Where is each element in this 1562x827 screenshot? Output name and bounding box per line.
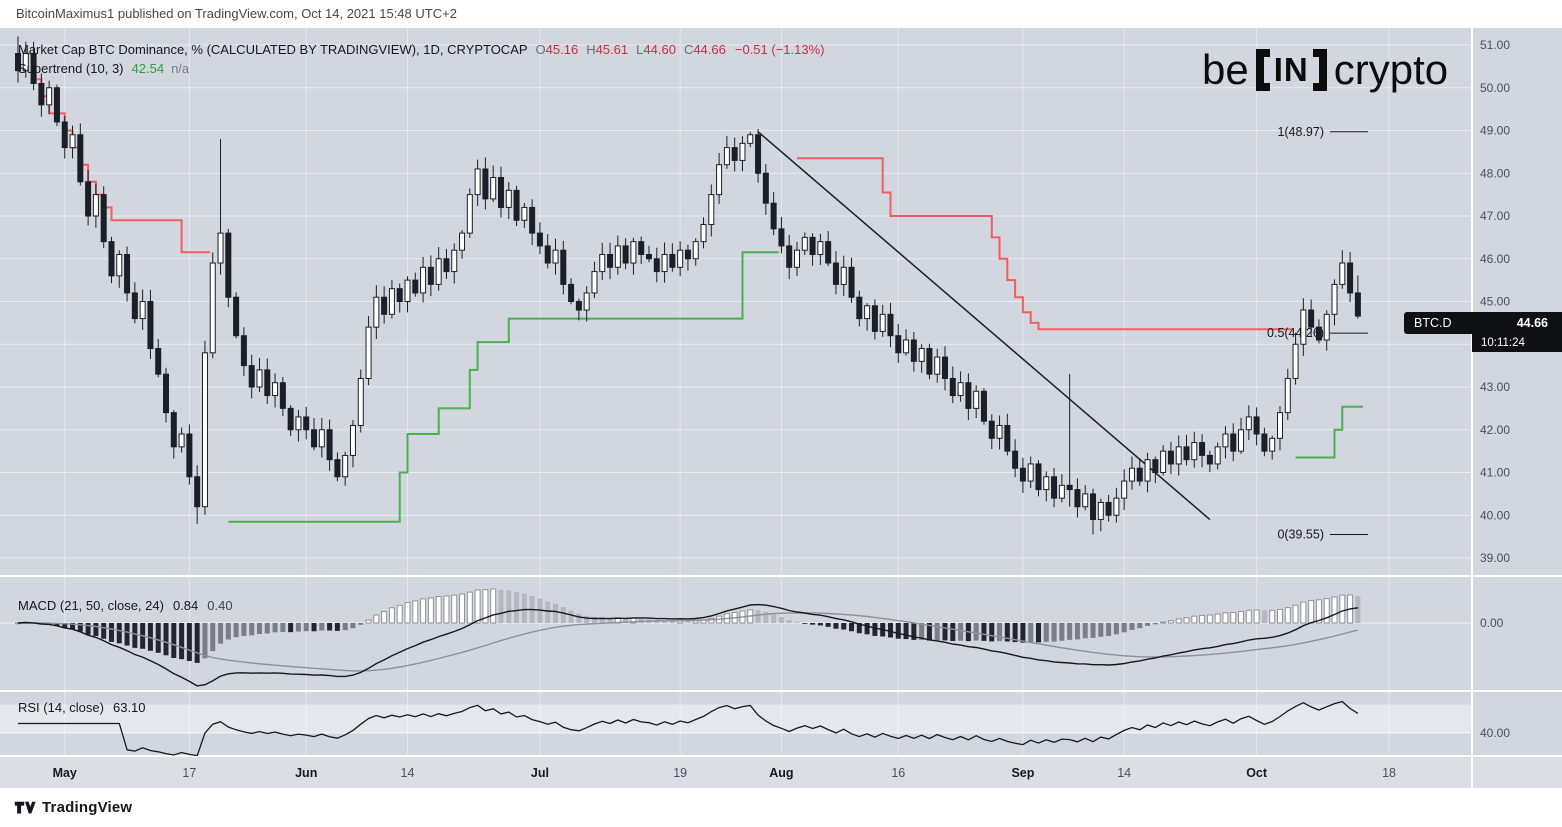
- time-tick: 16: [891, 766, 905, 780]
- footer-bar: TradingView: [0, 788, 1562, 827]
- price-tick: 49.00: [1480, 124, 1510, 138]
- price-tick: 46.00: [1480, 252, 1510, 266]
- price-tick: 40.00: [1480, 508, 1510, 522]
- time-tick: 14: [401, 766, 415, 780]
- trendline: [757, 131, 1211, 521]
- tradingview-wordmark[interactable]: TradingView: [42, 799, 133, 816]
- supertrend-line: [228, 251, 779, 523]
- macd-line: [17, 603, 1358, 687]
- high-label: H: [586, 42, 596, 57]
- open-value: 45.16: [545, 42, 579, 57]
- supertrend-line: [1295, 405, 1363, 459]
- price-tick: 45.00: [1480, 295, 1510, 309]
- last-price-value: 44.66: [1516, 316, 1548, 330]
- price-tick: 41.00: [1480, 466, 1510, 480]
- tradingview-logo-icon[interactable]: [14, 798, 36, 818]
- watermark-in: IN: [1273, 51, 1309, 88]
- macd-signal-line: [18, 612, 1359, 672]
- high-value: 45.61: [595, 42, 629, 57]
- close-value: 44.66: [693, 42, 726, 57]
- rsi-value: 63.10: [112, 700, 146, 715]
- last-price-badge[interactable]: BTC.D 44.66: [1404, 312, 1562, 334]
- bar-countdown: 10:11:24: [1472, 334, 1562, 352]
- macd-value: 0.84: [172, 598, 199, 613]
- gridlines: [0, 28, 1472, 756]
- close-label: C: [683, 42, 694, 57]
- macd-pane: [15, 588, 1361, 687]
- watermark-crypto: crypto: [1333, 46, 1449, 93]
- bracket-left-icon: [1255, 49, 1270, 91]
- price-tick: 47.00: [1480, 209, 1510, 223]
- chart-legend: Market Cap BTC Dominance, % (CALCULATED …: [18, 42, 825, 76]
- low-label: L: [636, 42, 644, 57]
- rsi-pane: [18, 700, 1359, 756]
- open-label: O: [535, 42, 546, 57]
- attribution-bar: BitcoinMaximus1 published on TradingView…: [0, 0, 1562, 28]
- macd-legend: MACD (21, 50, close, 24) 0.84 0.40: [18, 598, 233, 613]
- time-tick: 18: [1382, 766, 1396, 780]
- time-tick: Jul: [531, 766, 549, 780]
- price-tick: 42.00: [1480, 423, 1510, 437]
- time-tick: 14: [1117, 766, 1131, 780]
- macd-signal-value: 0.40: [207, 598, 233, 613]
- supertrend-line: [797, 157, 1293, 331]
- time-tick: Aug: [769, 766, 793, 780]
- supertrend-extra: n/a: [171, 61, 190, 76]
- time-tick: Jun: [295, 766, 317, 780]
- attribution-text: BitcoinMaximus1 published on TradingView…: [16, 6, 457, 21]
- price-scale[interactable]: [1472, 28, 1562, 756]
- series-title[interactable]: Market Cap BTC Dominance, % (CALCULATED …: [18, 42, 528, 57]
- change-value: −0.51 (−1.13%): [734, 42, 825, 57]
- bracket-right-icon: [1312, 49, 1327, 91]
- time-tick: 19: [673, 766, 687, 780]
- rsi-level-tick: 40.00: [1480, 726, 1510, 740]
- price-tick: 39.00: [1480, 551, 1510, 565]
- main-pane: 1(48.97)0.5(44.26)0(39.55): [15, 36, 1368, 541]
- time-tick: 17: [182, 766, 196, 780]
- fib-label: 1(48.97): [1277, 125, 1324, 139]
- price-tick: 50.00: [1480, 81, 1510, 95]
- macd-title[interactable]: MACD (21, 50, close, 24): [18, 598, 164, 613]
- low-value: 44.60: [643, 42, 676, 57]
- beincrypto-watermark: be IN crypto: [1202, 44, 1448, 96]
- symbol-label: BTC.D: [1414, 316, 1452, 330]
- macd-zero-tick: 0.00: [1480, 616, 1504, 630]
- supertrend-value: 42.54: [131, 61, 165, 76]
- time-tick: Oct: [1246, 766, 1268, 780]
- rsi-legend: RSI (14, close) 63.10: [18, 700, 146, 715]
- time-tick: May: [53, 766, 77, 780]
- chart-canvas[interactable]: 1(48.97)0.5(44.26)0(39.55) 51.00 50.00 49.0…: [0, 28, 1562, 788]
- time-scale[interactable]: [0, 756, 1472, 788]
- rsi-title[interactable]: RSI (14, close): [18, 700, 104, 715]
- fib-label: 0(39.55): [1277, 527, 1324, 541]
- price-tick: 48.00: [1480, 166, 1510, 180]
- rsi-line: [18, 700, 1359, 756]
- watermark-be: be: [1202, 46, 1249, 93]
- time-tick: Sep: [1011, 766, 1034, 780]
- price-tick: 51.00: [1480, 38, 1510, 52]
- supertrend-title[interactable]: Supertrend (10, 3): [18, 61, 124, 76]
- price-tick: 43.00: [1480, 380, 1510, 394]
